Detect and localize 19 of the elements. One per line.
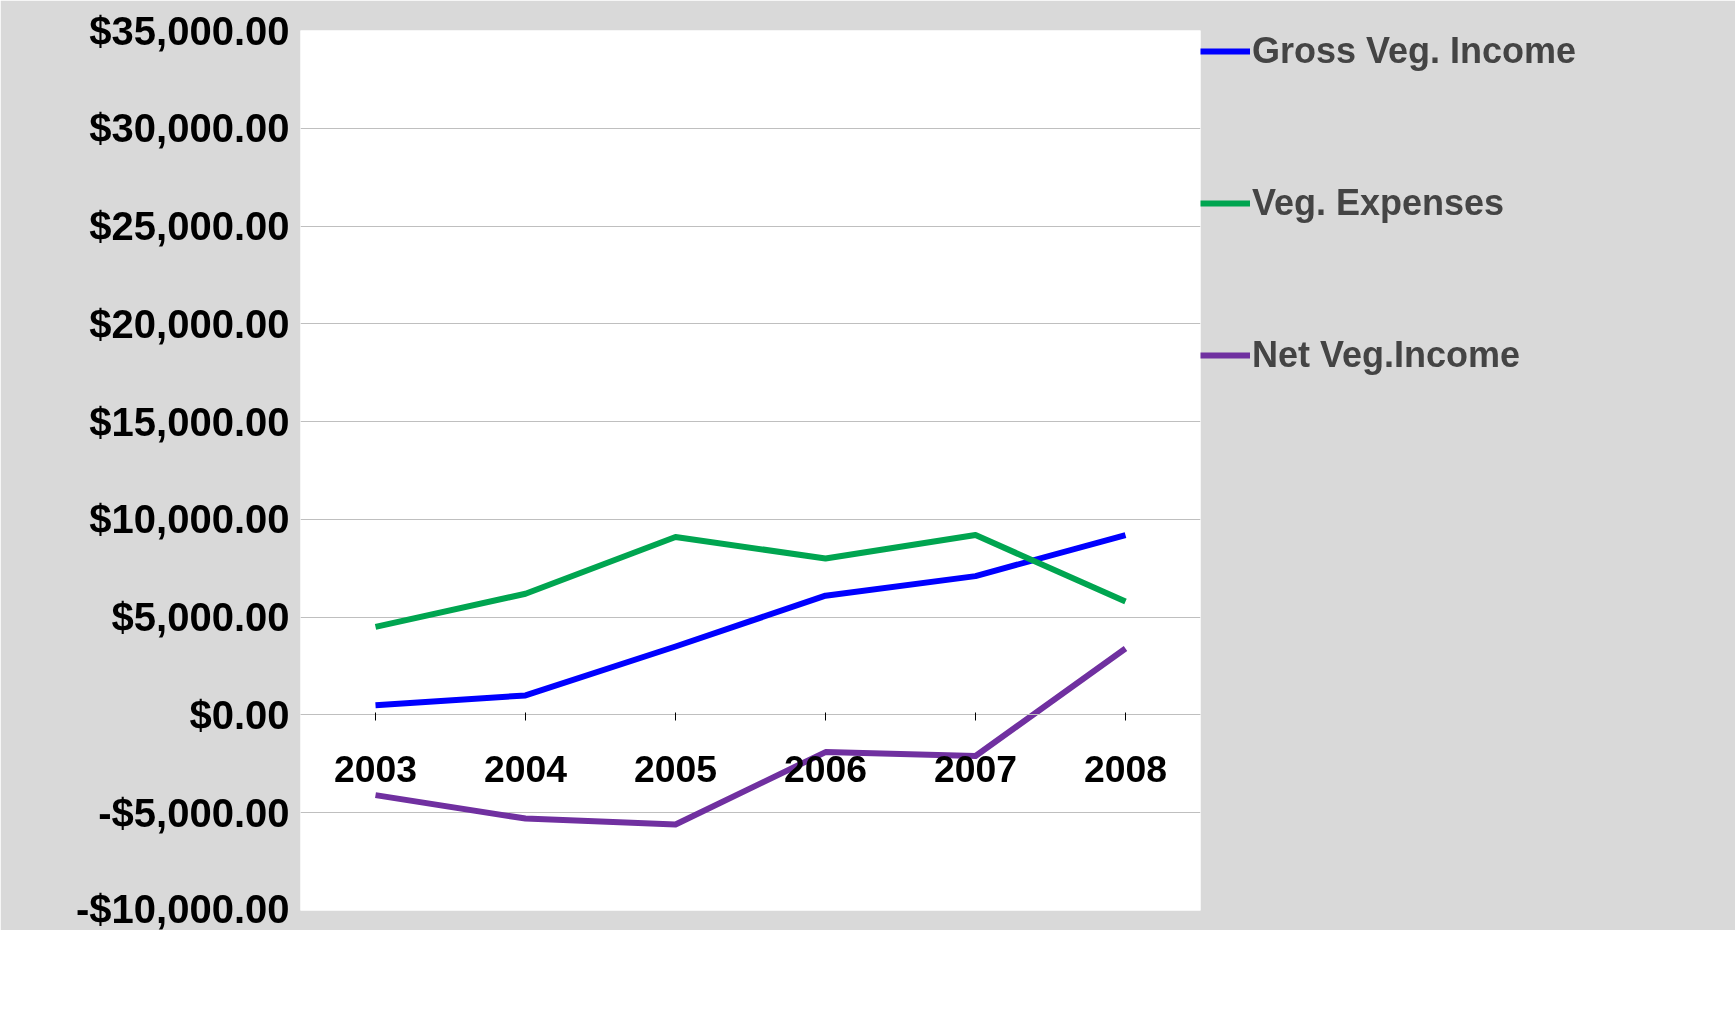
- y-tick-label: $25,000.00: [89, 204, 290, 249]
- y-tick-label: $10,000.00: [89, 497, 290, 542]
- y-tick-label: $15,000.00: [89, 399, 290, 444]
- legend-label: Gross Veg. Income: [1252, 30, 1577, 72]
- y-tick-label: $5,000.00: [111, 595, 290, 640]
- x-tick-label: 2003: [333, 747, 418, 790]
- x-tick-label: 2006: [783, 747, 868, 790]
- x-tick-label: 2008: [1083, 747, 1168, 790]
- legend-label: Veg. Expenses: [1252, 182, 1505, 224]
- x-tick-label: 2007: [933, 747, 1018, 790]
- y-tick-label: $35,000.00: [89, 8, 290, 53]
- y-tick-label: -$10,000.00: [75, 886, 290, 931]
- y-tick-label: -$5,000.00: [98, 790, 290, 835]
- legend-label: Net Veg.Income: [1252, 334, 1521, 376]
- y-tick-label: $0.00: [189, 692, 290, 737]
- y-tick-label: $20,000.00: [89, 301, 290, 346]
- y-tick-label: $30,000.00: [89, 106, 290, 151]
- x-tick-label: 2005: [633, 747, 718, 790]
- x-tick-label: 2004: [483, 747, 568, 790]
